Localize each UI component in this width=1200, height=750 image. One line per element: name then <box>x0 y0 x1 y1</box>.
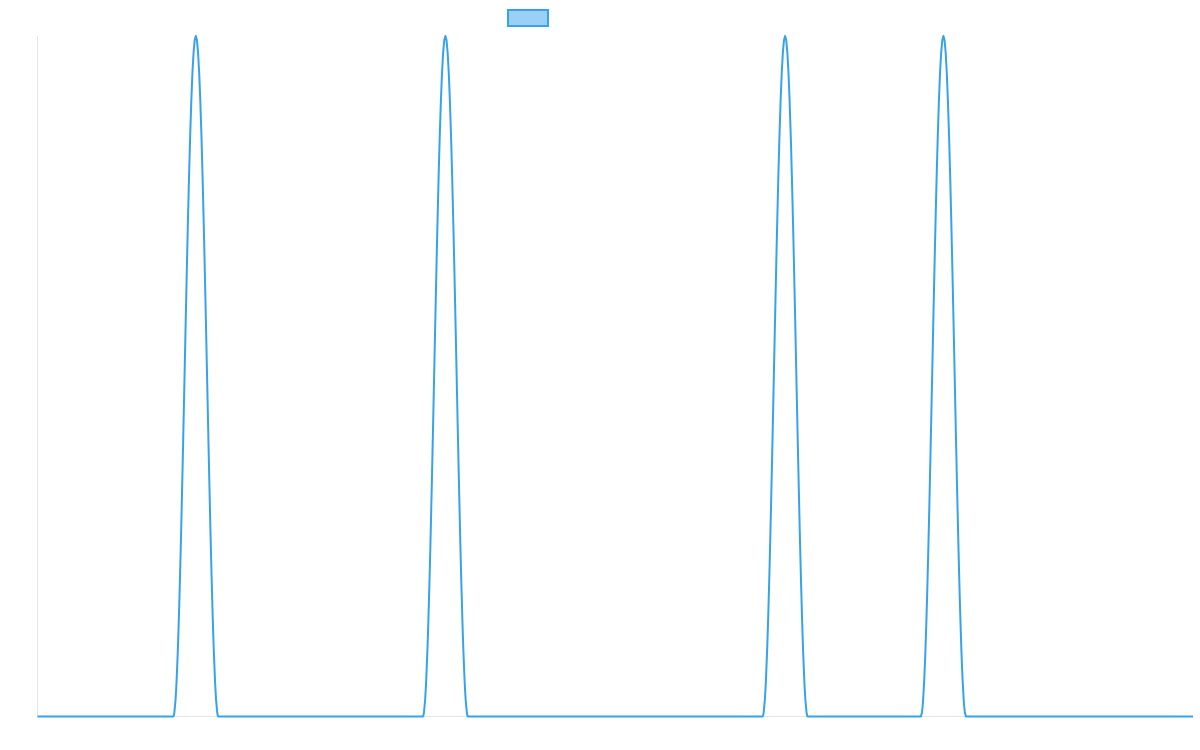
legend[interactable] <box>507 9 549 27</box>
series-line[interactable] <box>37 35 1194 718</box>
legend-swatch[interactable] <box>507 9 549 27</box>
series-layer <box>37 35 1194 718</box>
